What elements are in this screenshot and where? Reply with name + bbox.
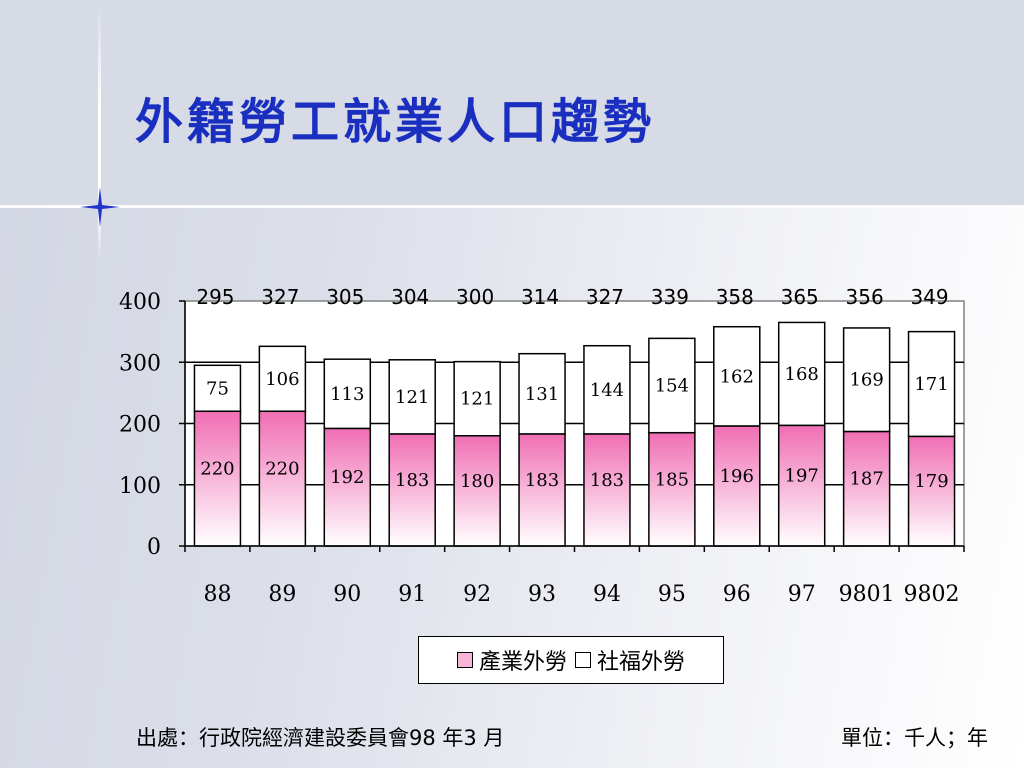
y-tick-label: 100 xyxy=(119,474,161,499)
data-label-industrial: 196 xyxy=(720,466,754,487)
x-tick-label: 95 xyxy=(658,582,686,607)
data-label-industrial: 220 xyxy=(200,459,234,480)
y-tick-label: 0 xyxy=(147,535,161,560)
data-label-welfare: 168 xyxy=(785,364,819,385)
total-labels: 295 327 305 304 300 314 327 339 358 365 356 349 xyxy=(196,285,948,309)
data-label-welfare: 131 xyxy=(525,384,559,405)
legend-item-welfare: 社福外勞 xyxy=(575,644,685,676)
bar-industrial-95 xyxy=(648,431,696,547)
data-label-welfare: 121 xyxy=(460,389,494,410)
data-label-welfare: 75 xyxy=(206,378,229,399)
legend-swatch-welfare xyxy=(575,652,591,668)
source-note: 出處：行政院經濟建設委員會98 年3 月 xyxy=(136,726,505,750)
x-tick-label: 9801 xyxy=(839,582,895,607)
data-label-welfare: 171 xyxy=(914,374,948,395)
data-label-welfare: 121 xyxy=(395,387,429,408)
bar-welfare-90 xyxy=(323,358,372,430)
total-label: 314 xyxy=(521,285,559,309)
legend-swatch-industrial xyxy=(456,652,473,668)
title-band xyxy=(0,0,1024,206)
data-label-industrial: 192 xyxy=(330,467,364,488)
total-label: 327 xyxy=(586,285,624,309)
total-label: 304 xyxy=(391,285,429,309)
bar-industrial-97 xyxy=(777,424,826,547)
x-tick-labels: 88 89 90 91 92 93 94 95 96 97 9801 9802 xyxy=(203,582,959,607)
x-tick-label: 89 xyxy=(268,582,296,607)
sparkle-icon xyxy=(80,187,120,227)
bar-industrial-96 xyxy=(713,425,761,547)
total-label: 365 xyxy=(781,285,819,309)
total-label: 358 xyxy=(716,285,754,309)
bar-welfare-97 xyxy=(777,321,826,427)
bar-welfare-95 xyxy=(648,337,696,434)
total-label: 305 xyxy=(326,285,364,309)
legend-label-welfare: 社福外勞 xyxy=(597,650,686,675)
bar-welfare-93 xyxy=(518,352,566,435)
legend: 產業外勞 社福外勞 xyxy=(418,636,724,684)
y-tick-label: 300 xyxy=(119,351,161,376)
total-label: 295 xyxy=(196,285,234,309)
total-label: 349 xyxy=(910,285,948,309)
x-tick-label: 9802 xyxy=(904,582,960,607)
legend-label-industrial: 產業外勞 xyxy=(478,650,567,675)
x-tick-label: 96 xyxy=(723,582,751,607)
data-label-industrial: 185 xyxy=(655,469,689,490)
axes xyxy=(179,300,965,552)
x-tick-label: 97 xyxy=(788,582,816,607)
x-tick-label: 90 xyxy=(333,582,361,607)
bar-welfare-94 xyxy=(583,344,631,435)
data-labels: 220 75 220 106 192 113 183 121 180 121 183 131 183 14… xyxy=(200,364,948,492)
data-label-industrial: 179 xyxy=(914,471,948,492)
data-label-industrial: 183 xyxy=(395,470,429,491)
bar-industrial-94 xyxy=(583,433,631,547)
data-label-welfare: 169 xyxy=(849,370,883,391)
total-label: 300 xyxy=(456,285,494,309)
bars xyxy=(193,321,956,547)
data-label-industrial: 197 xyxy=(785,466,819,487)
bar-welfare-9802 xyxy=(907,330,956,438)
data-label-welfare: 106 xyxy=(265,369,299,390)
data-label-industrial: 183 xyxy=(590,470,624,491)
data-label-industrial: 180 xyxy=(460,471,494,492)
bar-welfare-9801 xyxy=(842,327,891,433)
data-label-industrial: 187 xyxy=(849,469,883,490)
data-label-welfare: 162 xyxy=(720,366,754,387)
y-tick-label: 200 xyxy=(119,413,161,438)
bar-welfare-91 xyxy=(388,359,436,435)
data-label-welfare: 154 xyxy=(655,376,689,397)
bar-welfare-88 xyxy=(193,364,242,412)
legend-item-industrial: 產業外勞 xyxy=(456,644,567,676)
data-label-welfare: 113 xyxy=(330,384,364,405)
data-label-industrial: 220 xyxy=(265,459,299,480)
y-tick-label: 400 xyxy=(119,290,161,315)
total-label: 339 xyxy=(651,285,689,309)
bar-industrial-9802 xyxy=(907,435,956,547)
x-tick-label: 94 xyxy=(593,582,621,607)
x-tick-label: 91 xyxy=(398,582,426,607)
data-label-industrial: 183 xyxy=(525,470,559,491)
page-title: 外籍勞工就業人口趨勢 xyxy=(135,94,656,150)
bar-welfare-89 xyxy=(258,345,307,413)
bar-welfare-92 xyxy=(453,360,501,437)
gridlines xyxy=(185,361,964,486)
stacked-bar-chart: 0 100 200 300 400 88 89 90 91 92 93 94 95 96 97 9801 98… xyxy=(119,285,965,607)
title-band-edge xyxy=(0,205,1024,208)
data-label-welfare: 144 xyxy=(590,380,624,401)
total-label: 327 xyxy=(261,285,299,309)
unit-note: 單位：千人；年 xyxy=(841,726,988,750)
x-tick-label: 92 xyxy=(463,582,491,607)
x-tick-label: 88 xyxy=(203,582,231,607)
x-tick-label: 93 xyxy=(528,582,556,607)
total-label: 356 xyxy=(846,285,884,309)
bar-industrial-91 xyxy=(388,433,436,547)
bar-welfare-96 xyxy=(713,325,761,427)
decorative-vertical-line xyxy=(98,0,101,260)
y-tick-labels: 0 100 200 300 400 xyxy=(119,290,161,560)
